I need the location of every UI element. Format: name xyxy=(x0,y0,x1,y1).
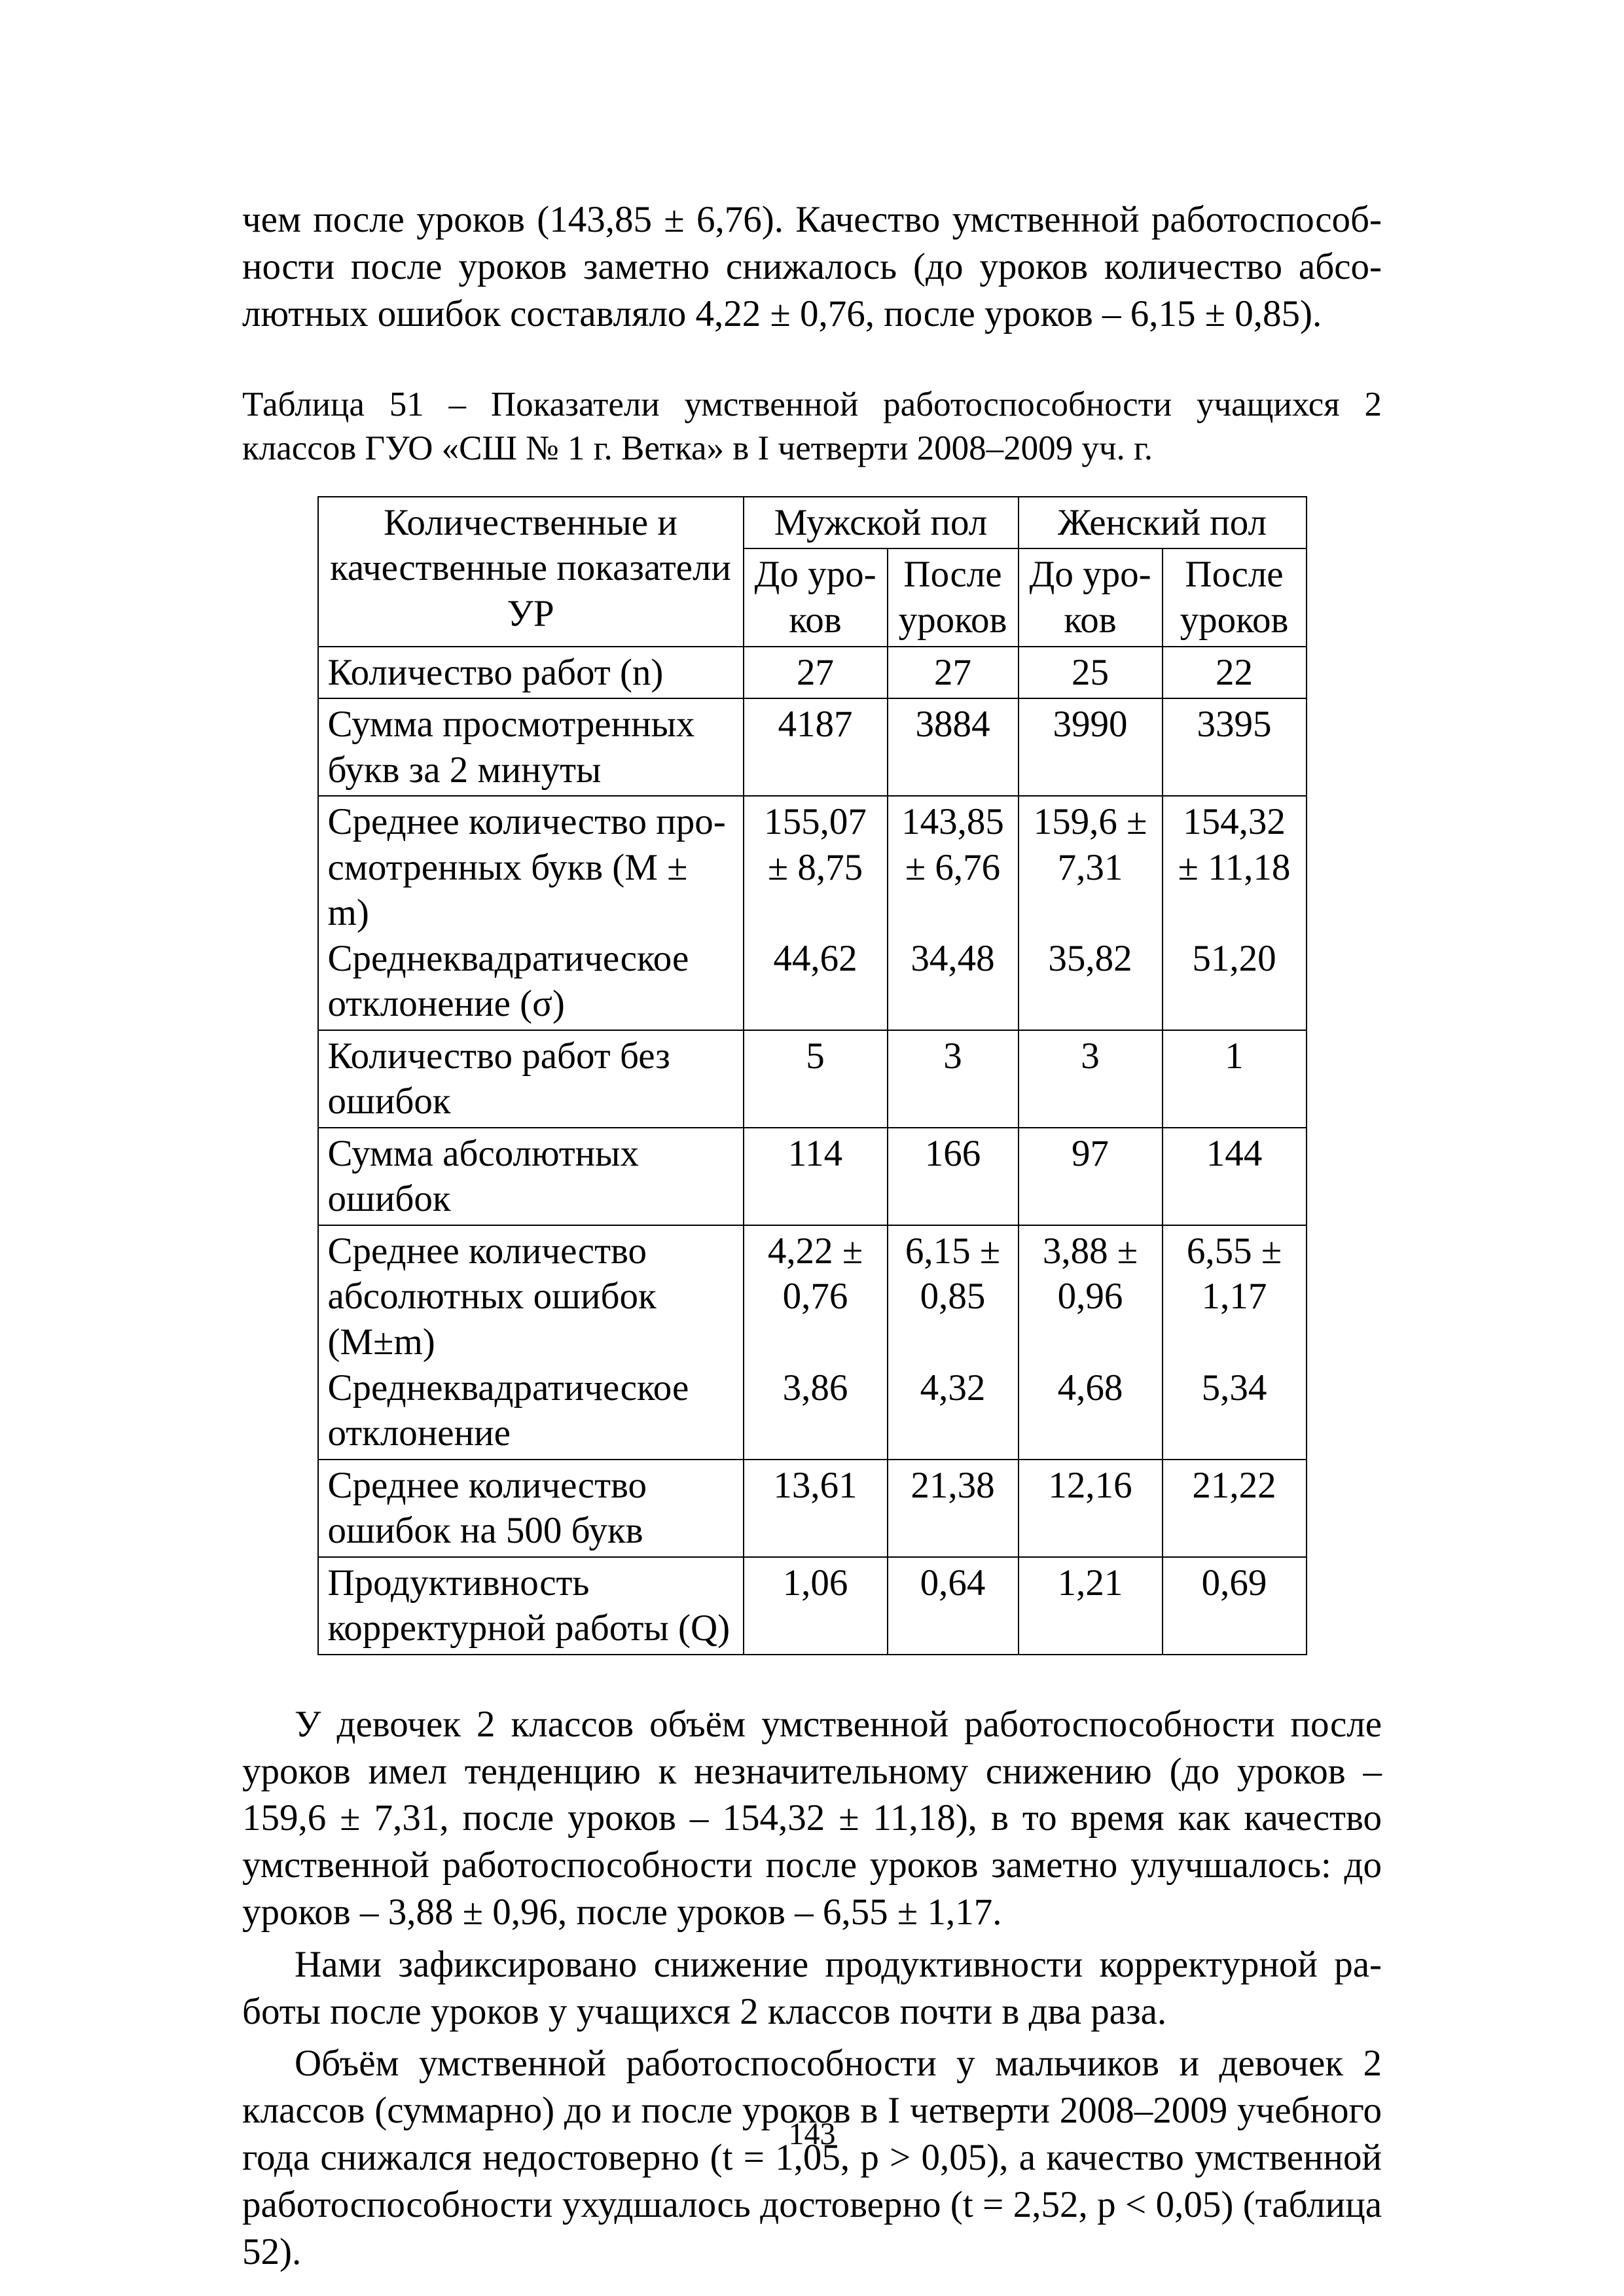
paragraph-after-3: Объём умственной работоспособности у мал… xyxy=(242,2040,1382,2275)
table-row: Сумма абсолютных ошибок11416697144 xyxy=(318,1128,1307,1225)
row-value: 143,85 ± 6,7634,48 xyxy=(888,796,1019,1030)
row-value: 166 xyxy=(888,1128,1019,1225)
row-value: 13,61 xyxy=(744,1460,888,1557)
table-row: Количество работ (n)27272522 xyxy=(318,647,1307,699)
row-value: 4,22 ± 0,763,86 xyxy=(744,1225,888,1460)
row-label: Сумма просмотренных букв за 2 минуты xyxy=(318,698,744,796)
row-label: Среднее количество про­смотренных букв (… xyxy=(318,796,744,1030)
row-value: 1,06 xyxy=(744,1557,888,1655)
row-value: 25 xyxy=(1019,647,1163,699)
row-value: 21,38 xyxy=(888,1460,1019,1557)
table-body: Количество работ (n)27272522Сумма просмо… xyxy=(318,647,1307,1655)
row-value: 1 xyxy=(1163,1030,1307,1128)
paragraph-after-1: У девочек 2 классов объём умственной раб… xyxy=(242,1701,1382,1936)
paragraph-top: чем после уроков (143,85 ± 6,76). Качест… xyxy=(242,196,1382,337)
table-row: Среднее количество абсо­лютных ошибок (M… xyxy=(318,1225,1307,1460)
header-indicators: Количественные и качест­венные показател… xyxy=(318,497,744,647)
row-value: 6,15 ± 0,854,32 xyxy=(888,1225,1019,1460)
row-value: 27 xyxy=(744,647,888,699)
row-label: Сумма абсолютных ошибок xyxy=(318,1128,744,1225)
row-label: Среднее количество абсо­лютных ошибок (M… xyxy=(318,1225,744,1460)
row-value: 3,88 ± 0,964,68 xyxy=(1019,1225,1163,1460)
row-label: Количество работ без оши­бок xyxy=(318,1030,744,1128)
row-value: 5 xyxy=(744,1030,888,1128)
row-value: 154,32 ± 11,1851,20 xyxy=(1163,796,1307,1030)
table-head: Количественные и качест­венные показател… xyxy=(318,497,1307,647)
spacer xyxy=(242,1675,1382,1701)
row-value: 12,16 xyxy=(1019,1460,1163,1557)
row-value: 27 xyxy=(888,647,1019,699)
row-label: Количество работ (n) xyxy=(318,647,744,699)
row-value: 159,6 ± 7,3135,82 xyxy=(1019,796,1163,1030)
header-female-before: До уро­ков xyxy=(1019,548,1163,646)
table-row: Продуктивность корректур­ной работы (Q)1… xyxy=(318,1557,1307,1655)
row-value: 3990 xyxy=(1019,698,1163,796)
page: чем после уроков (143,85 ± 6,76). Качест… xyxy=(0,0,1624,2296)
table-51: Количественные и качест­венные показател… xyxy=(317,496,1307,1655)
row-value: 22 xyxy=(1163,647,1307,699)
row-label: Продуктивность корректур­ной работы (Q) xyxy=(318,1557,744,1655)
row-value: 3884 xyxy=(888,698,1019,796)
table-row: Среднее количество ошибок на 500 букв13,… xyxy=(318,1460,1307,1557)
paragraph-after-2: Нами зафиксировано снижение продуктивнос… xyxy=(242,1941,1382,2036)
row-value: 3 xyxy=(1019,1030,1163,1128)
header-female-after: После уроков xyxy=(1163,548,1307,646)
row-value: 144 xyxy=(1163,1128,1307,1225)
header-female: Женский пол xyxy=(1019,497,1307,549)
row-value: 0,64 xyxy=(888,1557,1019,1655)
row-value: 21,22 xyxy=(1163,1460,1307,1557)
table-header-row-1: Количественные и качест­венные показател… xyxy=(318,497,1307,549)
row-value: 4187 xyxy=(744,698,888,796)
row-value: 3395 xyxy=(1163,698,1307,796)
table-row: Сумма просмотренных букв за 2 минуты4187… xyxy=(318,698,1307,796)
table-caption: Таблица 51 – Показатели умственной работ… xyxy=(242,383,1382,470)
table-row: Количество работ без оши­бок5331 xyxy=(318,1030,1307,1128)
row-value: 155,07 ± 8,7544,62 xyxy=(744,796,888,1030)
row-value: 97 xyxy=(1019,1128,1163,1225)
row-value: 0,69 xyxy=(1163,1557,1307,1655)
row-value: 1,21 xyxy=(1019,1557,1163,1655)
header-male-after: После уроков xyxy=(888,548,1019,646)
row-label: Среднее количество ошибок на 500 букв xyxy=(318,1460,744,1557)
row-value: 6,55 ± 1,175,34 xyxy=(1163,1225,1307,1460)
page-number: 143 xyxy=(0,2116,1624,2152)
row-value: 3 xyxy=(888,1030,1019,1128)
header-male: Мужской пол xyxy=(744,497,1019,549)
table-row: Среднее количество про­смотренных букв (… xyxy=(318,796,1307,1030)
row-value: 114 xyxy=(744,1128,888,1225)
header-male-before: До уро­ков xyxy=(744,548,888,646)
